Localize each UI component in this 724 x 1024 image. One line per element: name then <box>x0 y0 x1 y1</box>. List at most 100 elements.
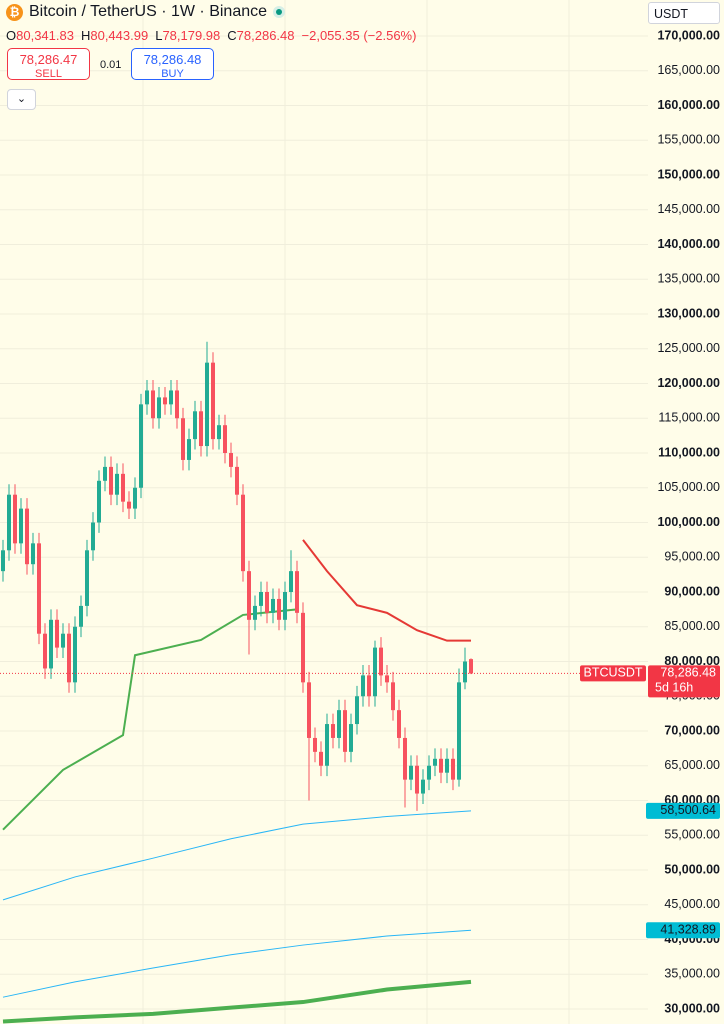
candle-body <box>55 619 59 648</box>
candle <box>391 671 395 721</box>
countdown: 5d 16h <box>655 681 693 695</box>
candle-body <box>337 710 341 738</box>
buy-button[interactable]: 78,286.48 BUY <box>131 48 214 80</box>
candle-body <box>229 453 233 467</box>
candle <box>451 748 455 791</box>
ohlc-legend: O80,341.83 H80,443.99 L78,179.98 C78,286… <box>6 28 416 43</box>
candle-body <box>133 487 137 509</box>
candle <box>211 352 215 450</box>
y-tick-label: 165,000.00 <box>657 63 720 77</box>
candle-body <box>37 543 41 634</box>
collapse-button[interactable]: ⌄ <box>7 89 36 110</box>
ohlc-l: L78,179.98 <box>155 28 220 43</box>
candle <box>415 755 419 811</box>
candle <box>55 609 59 659</box>
candle-body <box>259 592 263 606</box>
candle <box>79 595 83 638</box>
candle-body <box>223 425 227 453</box>
candle-body <box>49 619 53 669</box>
y-tick-label: 85,000.00 <box>664 619 720 633</box>
y-tick-label: 140,000.00 <box>657 237 720 251</box>
candle <box>73 616 77 693</box>
candle <box>319 741 323 777</box>
candle-body <box>199 411 203 447</box>
candle-body <box>169 390 173 405</box>
candle-body <box>163 397 167 405</box>
candle <box>229 442 233 478</box>
currency-select[interactable]: USDT <box>648 2 720 24</box>
candle <box>403 727 407 808</box>
candle-body <box>67 633 71 683</box>
candle <box>127 491 131 520</box>
candle-body <box>277 598 281 620</box>
y-tick-label: 35,000.00 <box>664 967 720 981</box>
candle <box>31 532 35 575</box>
spread: 0.01 <box>100 59 122 71</box>
y-tick-label: 30,000.00 <box>664 1001 720 1015</box>
ohlc-c: C78,286.48 <box>227 28 294 43</box>
candle-body <box>103 466 107 481</box>
candle-body <box>445 758 449 773</box>
candle <box>175 380 179 429</box>
indicator-line <box>2 929 472 998</box>
candle-body <box>151 390 155 419</box>
buy-price: 78,286.48 <box>143 52 202 67</box>
value: 80,341.83 <box>16 28 74 43</box>
candle <box>445 748 449 784</box>
value: 78,179.98 <box>162 28 221 43</box>
price-label-text: 78,286.48 <box>660 666 716 680</box>
y-tick-label: 120,000.00 <box>657 376 720 390</box>
candle-body <box>397 710 401 738</box>
candle-body <box>121 473 125 502</box>
candle <box>145 380 149 415</box>
candle <box>463 647 467 690</box>
candle <box>49 609 53 679</box>
candle <box>379 637 383 686</box>
candle <box>169 380 173 415</box>
candle <box>115 463 119 506</box>
candle-body <box>253 605 257 620</box>
candle-body <box>307 682 311 738</box>
candle <box>61 623 65 659</box>
sell-button[interactable]: 78,286.47 SELL <box>7 48 90 80</box>
y-tick-label: 70,000.00 <box>664 723 720 737</box>
candle-body <box>403 737 407 780</box>
candle-body <box>175 390 179 419</box>
indicator-line <box>2 810 472 901</box>
ohlc-h: H80,443.99 <box>81 28 148 43</box>
candle-body <box>235 466 239 495</box>
candle <box>223 414 227 464</box>
symbol-title[interactable]: Bitcoin / TetherUS · 1W · Binance <box>29 3 268 20</box>
candle-body <box>139 404 143 488</box>
candle <box>343 699 347 763</box>
candle <box>367 664 371 707</box>
candle <box>355 685 359 735</box>
candle-body <box>13 494 17 544</box>
candle <box>337 699 341 749</box>
candle <box>217 414 221 450</box>
candle-body <box>1 550 5 572</box>
candle <box>271 588 275 624</box>
label: C <box>227 28 237 43</box>
coin-logo: ₿ <box>6 3 23 21</box>
candle-body <box>31 543 35 565</box>
candle-body <box>205 362 209 447</box>
candle-body <box>211 362 215 440</box>
candle <box>13 484 17 554</box>
candle <box>37 532 41 645</box>
label: O <box>6 28 17 43</box>
candle <box>469 658 473 675</box>
candle-body <box>421 779 425 794</box>
candle <box>277 588 281 631</box>
candle <box>259 581 263 617</box>
y-tick-label: 55,000.00 <box>664 828 720 842</box>
candle <box>325 713 329 777</box>
candle-body <box>19 508 23 544</box>
candle-body <box>325 724 329 766</box>
candle <box>439 748 443 784</box>
candle <box>331 713 335 749</box>
candle <box>433 748 437 777</box>
candle <box>139 393 143 499</box>
candle <box>283 581 287 631</box>
